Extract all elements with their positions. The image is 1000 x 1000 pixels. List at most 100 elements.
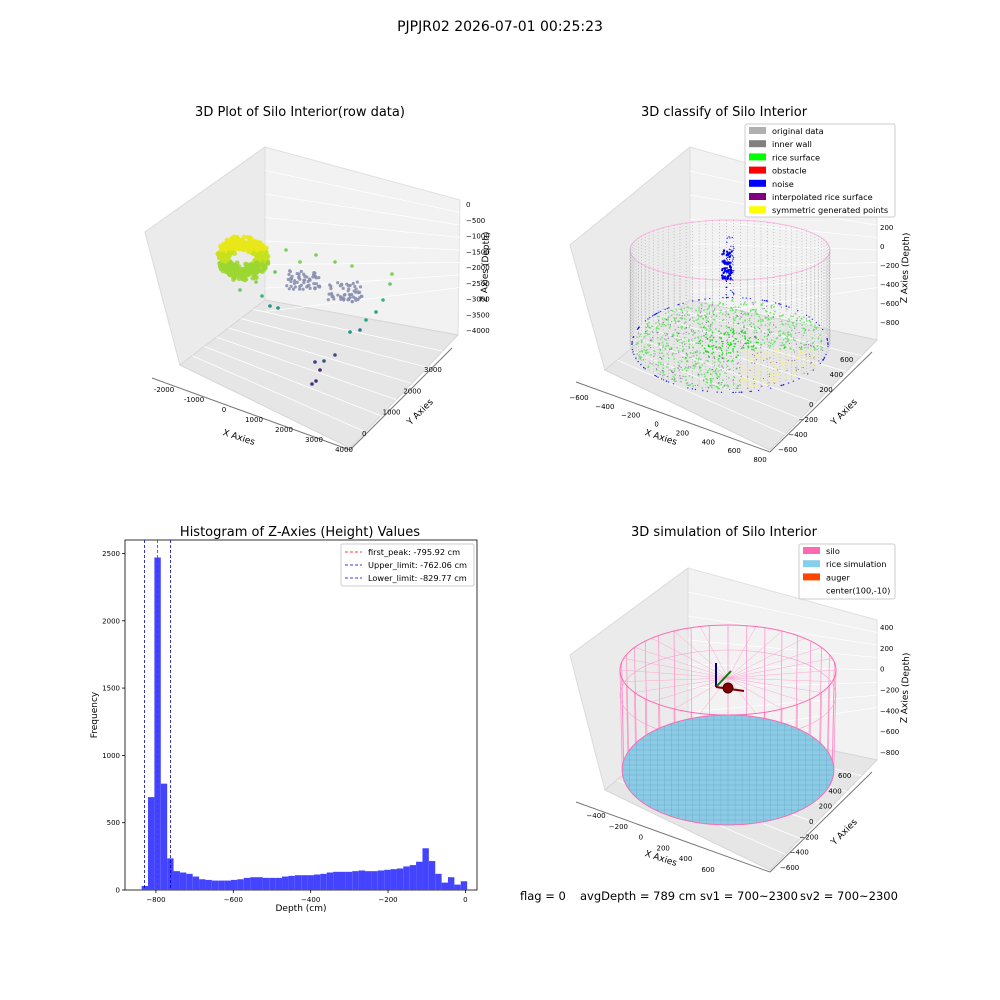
data-point [306,279,310,284]
noise-point [722,249,726,252]
rice-surface-point [732,317,735,320]
interpolated-point [787,333,789,335]
tick-label-y: 0 [362,430,366,438]
data-point [301,287,305,291]
rice-surface-point [699,339,702,342]
rice-surface-point [743,379,745,382]
rice-surface-point [660,363,662,366]
interpolated-point [679,377,681,379]
rice-surface-point [692,354,695,357]
interpolated-point [722,367,724,369]
interpolated-point [737,387,739,389]
rice-surface-point [665,342,668,345]
rice-surface-point [720,349,723,352]
rice-surface-point [735,338,738,341]
rice-surface-point [686,311,689,313]
rice-surface-point [699,323,702,326]
rice-surface-point [695,354,698,357]
rice-surface-point [707,345,710,348]
interpolated-point [795,320,797,322]
rice-surface-point [778,349,781,352]
rice-surface-point [672,375,675,378]
rice-surface-point [780,356,783,359]
rice-surface-point [769,342,772,345]
rice-surface-point [731,359,734,362]
data-point [258,268,264,274]
tick-label-z: −200 [880,262,899,270]
histogram-bar [237,879,244,890]
histogram-bar [301,875,308,890]
rice-surface-point [710,379,712,382]
tick-label-z: −800 [880,749,899,757]
rice-surface-point [767,344,770,347]
rice-surface-point [726,384,729,386]
rice-surface-point [779,315,781,317]
rice-surface-point [697,362,699,365]
rice-surface-point [717,304,719,307]
noise-point [729,258,731,260]
raw-gridlines [191,170,461,433]
rice-surface-point [706,312,708,315]
interpolated-point [763,359,765,362]
rice-surface-point [752,374,754,377]
interpolated-point [662,375,664,377]
noise-point [716,391,718,393]
interpolated-point [807,343,810,346]
tick-label-y: 1000 [383,409,401,417]
tick-label-y: 2000 [403,387,421,395]
rice-surface-point [654,353,657,355]
rice-surface-point [726,341,729,344]
rice-surface-point [659,371,662,373]
rice-surface-point [700,335,703,338]
interpolated-point [677,320,679,322]
rice-surface-point [735,356,738,359]
rice-surface-point [782,351,785,354]
noise-point [797,309,799,312]
rice-surface-point [724,331,727,334]
interpolated-point [681,312,684,314]
rice-surface-point [794,312,797,315]
rice-surface-point [699,342,702,345]
rice-surface-point [790,361,793,364]
interpolated-point [688,319,691,321]
rice-surface-point [731,309,734,312]
rice-surface-point [681,345,684,348]
interpolated-point [794,359,796,362]
rice-surface-point [659,361,662,364]
histogram-bar [230,879,238,890]
rice-surface-point [692,346,694,349]
y-tick-label: 500 [107,819,120,827]
tick-label-z: −800 [880,319,899,327]
rice-surface-point [777,373,780,375]
noise-point [632,336,634,339]
rice-surface-point [744,331,747,333]
rice-surface-point [782,332,784,335]
rice-surface-point [698,357,700,360]
rice-surface-point [749,378,752,381]
interpolated-point [699,366,701,368]
rice-surface-point [693,367,696,370]
interpolated-point [681,318,683,320]
noise-point [728,236,730,238]
rice-surface-point [684,357,687,360]
rice-surface-point [751,385,754,388]
noise-point [827,345,829,348]
rice-surface-point [799,349,802,352]
rice-surface-point [756,379,759,382]
rice-surface-point [767,352,770,355]
simulation-y-axis-line [769,771,873,873]
rice-surface-point [691,376,694,379]
rice-surface-point [727,343,730,346]
data-point [238,288,242,292]
rice-surface-point [793,373,796,376]
histogram-bar [199,879,206,890]
tick-label-x: -1000 [184,396,204,404]
classify-ylabel: Y Axies [829,397,860,428]
noise-point [732,271,734,274]
rice-surface-point [749,341,752,343]
tick-label-y: −200 [799,833,818,841]
rice-surface-point [664,324,667,327]
rice-surface-point [742,380,745,383]
tick-label-y: 400 [830,371,843,379]
rice-surface-point [736,350,739,353]
